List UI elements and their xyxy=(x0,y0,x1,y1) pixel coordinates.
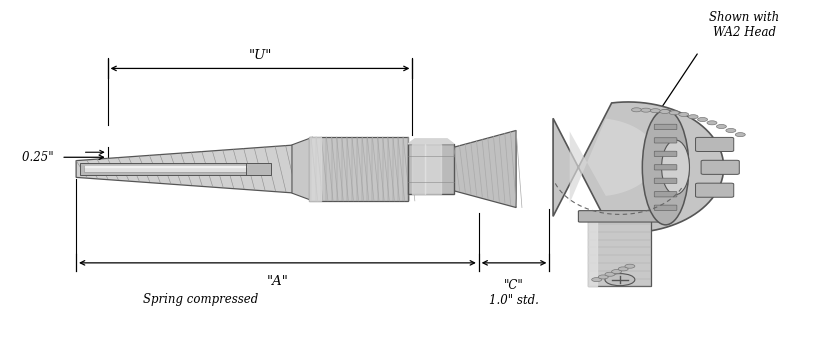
Polygon shape xyxy=(84,166,247,172)
Polygon shape xyxy=(553,102,724,233)
Polygon shape xyxy=(454,130,516,208)
FancyBboxPatch shape xyxy=(654,138,677,143)
Ellipse shape xyxy=(642,110,689,225)
Circle shape xyxy=(726,128,736,132)
FancyBboxPatch shape xyxy=(654,192,677,197)
FancyBboxPatch shape xyxy=(696,183,734,197)
Circle shape xyxy=(605,273,635,286)
Circle shape xyxy=(697,118,707,122)
Circle shape xyxy=(625,264,635,268)
FancyBboxPatch shape xyxy=(696,138,734,151)
Circle shape xyxy=(707,121,717,125)
FancyBboxPatch shape xyxy=(654,124,677,129)
Text: "A": "A" xyxy=(267,275,288,288)
Circle shape xyxy=(651,109,661,113)
FancyBboxPatch shape xyxy=(654,165,677,170)
Polygon shape xyxy=(80,163,272,175)
Ellipse shape xyxy=(661,140,690,195)
Polygon shape xyxy=(408,144,454,194)
Circle shape xyxy=(679,113,689,117)
Polygon shape xyxy=(76,145,296,193)
FancyBboxPatch shape xyxy=(701,160,740,174)
Circle shape xyxy=(660,110,670,114)
Text: Spring compressed: Spring compressed xyxy=(143,293,258,306)
Circle shape xyxy=(611,270,621,273)
Text: 0.25": 0.25" xyxy=(22,151,57,164)
Circle shape xyxy=(716,124,726,128)
Text: "C"
1.0" std.: "C" 1.0" std. xyxy=(489,279,539,307)
FancyBboxPatch shape xyxy=(654,205,677,210)
Circle shape xyxy=(669,111,679,115)
Polygon shape xyxy=(588,216,651,286)
Polygon shape xyxy=(308,137,408,201)
Circle shape xyxy=(618,267,628,271)
Polygon shape xyxy=(570,119,657,203)
Circle shape xyxy=(598,275,608,279)
FancyBboxPatch shape xyxy=(578,211,661,222)
Circle shape xyxy=(736,132,746,137)
Polygon shape xyxy=(292,137,312,201)
FancyBboxPatch shape xyxy=(654,151,677,156)
Circle shape xyxy=(688,115,698,119)
Polygon shape xyxy=(408,139,454,144)
Circle shape xyxy=(641,108,651,112)
Text: "U": "U" xyxy=(248,49,272,62)
Circle shape xyxy=(605,272,615,276)
Circle shape xyxy=(631,108,641,112)
FancyBboxPatch shape xyxy=(654,178,677,184)
Text: Shown with
WA2 Head: Shown with WA2 Head xyxy=(710,11,780,39)
Circle shape xyxy=(591,277,601,282)
